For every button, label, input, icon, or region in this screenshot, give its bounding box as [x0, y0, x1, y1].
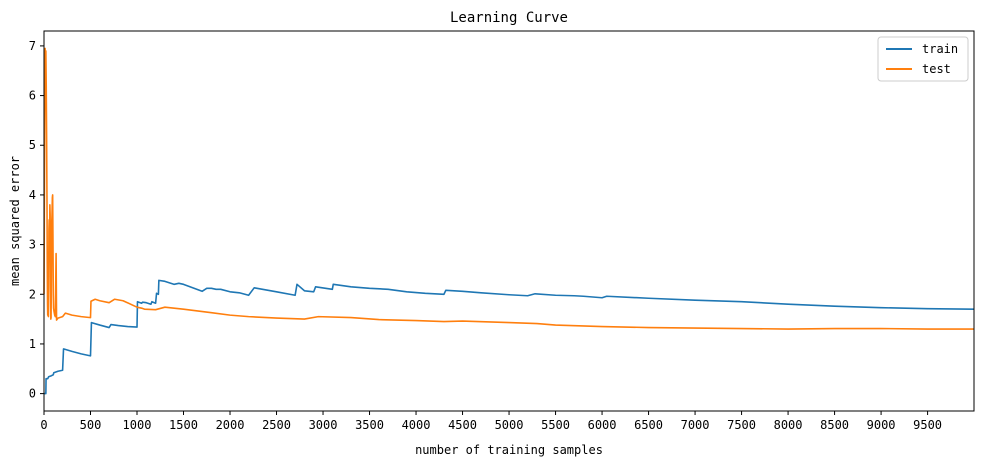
y-tick-label: 5 [29, 138, 36, 152]
legend-label-test: test [922, 62, 951, 76]
y-tick-label: 7 [29, 39, 36, 53]
x-tick-label: 9500 [913, 418, 942, 432]
axis-ticks: 0 500 1000 1500 2000 2500 3000 3500 4000 4500 5000… [29, 39, 942, 432]
y-tick-label: 2 [29, 287, 36, 301]
legend-label-train: train [922, 42, 958, 56]
x-tick-label: 7000 [681, 418, 710, 432]
legend: train test [877, 36, 969, 82]
x-tick-label: 6000 [588, 418, 617, 432]
x-tick-label: 6500 [634, 418, 663, 432]
x-tick-label: 500 [80, 418, 102, 432]
x-tick-label: 2500 [262, 418, 291, 432]
x-axis-label: number of training samples [415, 443, 603, 457]
series-line-test [43, 47, 974, 330]
y-tick-label: 4 [29, 188, 36, 202]
x-tick-label: 8500 [820, 418, 849, 432]
x-tick-label: 3000 [309, 418, 338, 432]
x-tick-label: 4500 [448, 418, 477, 432]
x-tick-label: 3500 [355, 418, 384, 432]
x-tick-label: 1000 [123, 418, 152, 432]
x-tick-label: 4000 [402, 418, 431, 432]
x-tick-label: 2000 [216, 418, 245, 432]
y-axis-label: mean squared error [8, 156, 22, 286]
x-tick-label: 5000 [495, 418, 524, 432]
x-tick-label: 7500 [727, 418, 756, 432]
x-tick-label: 5500 [541, 418, 570, 432]
y-tick-label: 3 [29, 238, 36, 252]
series-line-train [44, 279, 975, 395]
x-tick-label: 8000 [774, 418, 803, 432]
plot-area-frame [43, 30, 975, 412]
y-tick-label: 1 [29, 337, 36, 351]
x-tick-label: 0 [40, 418, 47, 432]
y-tick-label: 0 [29, 387, 36, 401]
x-tick-label: 9000 [867, 418, 896, 432]
x-tick-label: 1500 [169, 418, 198, 432]
plot-series [43, 47, 975, 395]
y-tick-label: 6 [29, 89, 36, 103]
chart-title: Learning Curve [450, 10, 568, 26]
